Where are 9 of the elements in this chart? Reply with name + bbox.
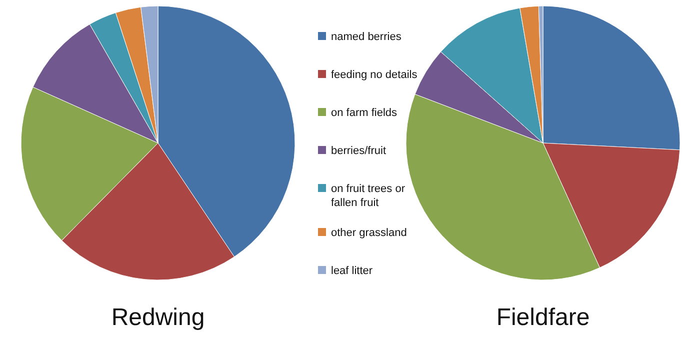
legend-label: on farm fields	[331, 107, 398, 119]
text: Fieldfare	[496, 304, 590, 331]
legend-label: leaf litter	[331, 265, 373, 277]
legend-label: other grassland	[331, 227, 407, 239]
legend-label: on fruit trees or fallen fruit	[331, 183, 406, 209]
text: Redwing	[111, 304, 205, 331]
legend-label: feeding no details	[331, 69, 418, 81]
legend-label: named berries	[331, 31, 402, 43]
legend-label: berries/fruit	[331, 145, 386, 157]
